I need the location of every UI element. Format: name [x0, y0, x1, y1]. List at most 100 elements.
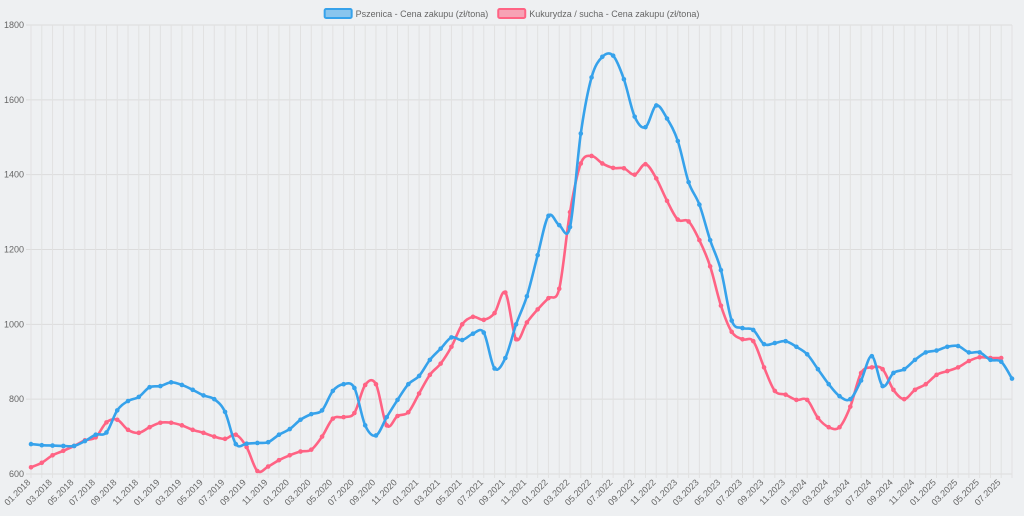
- data-point[interactable]: [427, 372, 433, 378]
- data-point[interactable]: [761, 365, 767, 370]
- data-point[interactable]: [869, 365, 875, 370]
- data-point[interactable]: [912, 357, 918, 363]
- data-point[interactable]: [653, 176, 659, 181]
- data-point[interactable]: [168, 420, 174, 426]
- data-point[interactable]: [998, 355, 1004, 361]
- data-point[interactable]: [179, 382, 185, 388]
- data-point[interactable]: [750, 327, 756, 333]
- data-point[interactable]: [373, 433, 379, 438]
- data-point[interactable]: [492, 310, 497, 316]
- data-point[interactable]: [535, 307, 540, 312]
- data-point[interactable]: [470, 314, 476, 320]
- data-point[interactable]: [136, 430, 142, 436]
- data-point[interactable]: [783, 392, 788, 397]
- data-point[interactable]: [923, 381, 929, 387]
- data-point[interactable]: [168, 380, 174, 385]
- data-point[interactable]: [869, 353, 875, 359]
- data-point[interactable]: [276, 457, 282, 463]
- data-point[interactable]: [319, 408, 325, 413]
- legend[interactable]: Pszenica - Cena zakupu (zł/tona) Kukurydz…: [323, 8, 700, 19]
- data-point[interactable]: [934, 372, 939, 378]
- data-point[interactable]: [901, 396, 907, 402]
- data-point[interactable]: [600, 54, 605, 60]
- data-point[interactable]: [395, 413, 400, 419]
- data-point[interactable]: [524, 320, 530, 325]
- data-point[interactable]: [459, 337, 465, 343]
- data-point[interactable]: [201, 430, 206, 436]
- data-point[interactable]: [50, 452, 55, 458]
- data-point[interactable]: [61, 448, 66, 454]
- data-point[interactable]: [114, 417, 120, 423]
- data-point[interactable]: [362, 382, 368, 388]
- data-point[interactable]: [837, 393, 842, 399]
- data-point[interactable]: [880, 366, 885, 372]
- data-point[interactable]: [966, 350, 972, 355]
- data-point[interactable]: [664, 198, 670, 204]
- data-point[interactable]: [524, 293, 530, 299]
- data-point[interactable]: [373, 381, 379, 387]
- data-point[interactable]: [492, 366, 497, 371]
- data-point[interactable]: [244, 441, 249, 446]
- data-point[interactable]: [319, 434, 325, 439]
- data-point[interactable]: [934, 348, 939, 353]
- data-point[interactable]: [481, 317, 487, 323]
- data-point[interactable]: [794, 344, 799, 350]
- data-point[interactable]: [287, 452, 293, 458]
- data-point[interactable]: [815, 366, 821, 372]
- data-point[interactable]: [384, 423, 390, 428]
- data-point[interactable]: [158, 420, 163, 426]
- data-point[interactable]: [955, 365, 961, 370]
- data-point[interactable]: [772, 340, 778, 346]
- data-point[interactable]: [384, 414, 390, 420]
- data-point[interactable]: [546, 213, 551, 219]
- data-point[interactable]: [815, 415, 821, 421]
- data-point[interactable]: [190, 387, 196, 393]
- data-point[interactable]: [211, 434, 217, 439]
- data-point[interactable]: [977, 354, 982, 360]
- data-point[interactable]: [330, 416, 336, 421]
- data-point[interactable]: [794, 397, 799, 403]
- data-point[interactable]: [395, 397, 400, 403]
- data-point[interactable]: [567, 224, 573, 230]
- data-point[interactable]: [610, 53, 616, 58]
- data-point[interactable]: [783, 338, 788, 344]
- data-point[interactable]: [621, 76, 627, 82]
- data-point[interactable]: [826, 381, 832, 387]
- data-point[interactable]: [265, 464, 271, 469]
- data-point[interactable]: [147, 384, 152, 390]
- data-point[interactable]: [341, 381, 346, 387]
- data-point[interactable]: [222, 409, 228, 415]
- data-point[interactable]: [718, 267, 724, 273]
- data-point[interactable]: [28, 441, 34, 447]
- data-point[interactable]: [697, 202, 702, 207]
- data-point[interactable]: [82, 438, 88, 444]
- data-point[interactable]: [1009, 376, 1015, 381]
- data-point[interactable]: [222, 436, 228, 442]
- data-point[interactable]: [556, 286, 562, 292]
- data-point[interactable]: [988, 357, 993, 363]
- data-point[interactable]: [406, 381, 411, 387]
- data-point[interactable]: [632, 114, 637, 119]
- data-point[interactable]: [740, 325, 745, 331]
- data-point[interactable]: [621, 166, 627, 171]
- data-point[interactable]: [50, 443, 55, 448]
- data-point[interactable]: [966, 358, 972, 364]
- data-point[interactable]: [255, 468, 260, 474]
- data-point[interactable]: [546, 295, 551, 301]
- data-point[interactable]: [804, 351, 810, 357]
- data-point[interactable]: [341, 414, 346, 420]
- data-point[interactable]: [837, 424, 842, 430]
- data-point[interactable]: [71, 443, 77, 449]
- data-point[interactable]: [416, 391, 422, 396]
- data-point[interactable]: [114, 408, 120, 413]
- data-point[interactable]: [804, 397, 810, 403]
- data-point[interactable]: [664, 116, 670, 121]
- data-point[interactable]: [255, 440, 260, 446]
- data-point[interactable]: [190, 427, 196, 433]
- data-point[interactable]: [449, 335, 454, 340]
- data-point[interactable]: [675, 217, 681, 222]
- data-point[interactable]: [39, 442, 45, 448]
- data-point[interactable]: [298, 449, 303, 454]
- legend-item-1[interactable]: Pszenica - Cena zakupu (zł/tona): [323, 8, 489, 19]
- data-point[interactable]: [729, 329, 735, 335]
